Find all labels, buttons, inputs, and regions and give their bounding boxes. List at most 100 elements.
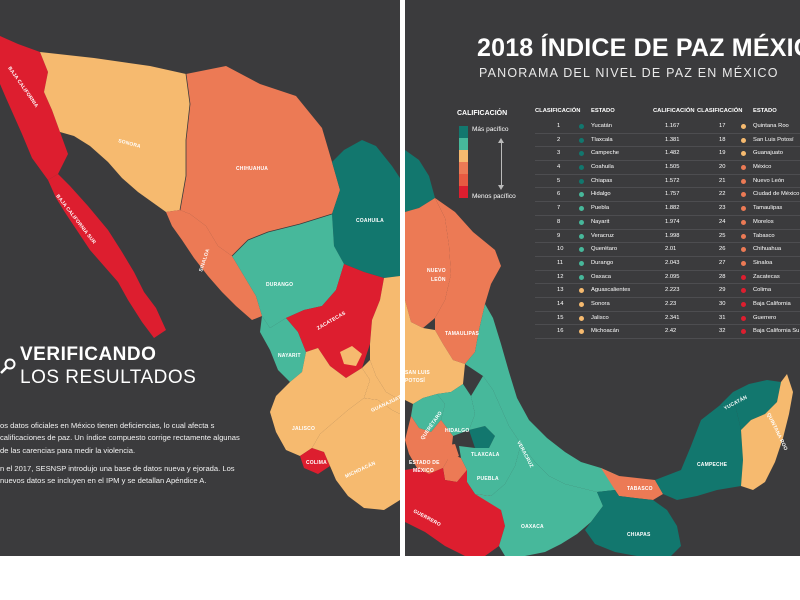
state-cell: Morelos	[753, 218, 774, 225]
state-cell: Puebla	[591, 205, 610, 212]
table-header: CLASIFICACIÓN ESTADO CALIFICACIÓN	[535, 108, 700, 120]
state-san-luis-potosi-left	[370, 276, 400, 400]
left-map: BAJA CALIFORNIA BAJA CALIFORNIA SUR SONO…	[0, 36, 400, 510]
state-queretaro	[411, 394, 445, 432]
state-nuevo-leon	[405, 198, 451, 328]
table-row: 29 Colima	[697, 284, 800, 298]
state-durango	[232, 214, 344, 328]
score-cell: 2.23	[665, 300, 677, 307]
map-label-puebla: PUEBLA	[477, 476, 499, 482]
rank-cell: 31	[719, 314, 726, 321]
legend-swatch-3	[459, 150, 468, 162]
state-cell: Baja California	[753, 300, 791, 307]
state-cell: Oaxaca	[591, 273, 611, 280]
rank-cell: 1	[557, 123, 561, 129]
rank-cell: 14	[557, 300, 564, 307]
rank-cell: 32	[719, 328, 726, 335]
ranking-table-1: CLASIFICACIÓN ESTADO CALIFICACIÓN 1 Yucat…	[535, 108, 700, 339]
map-label-estado-de-mexico-1: ESTADO DE	[409, 460, 440, 466]
table-row: 14 Sonora 2.23	[535, 298, 700, 312]
rank-cell: 28	[719, 273, 726, 280]
ranking-table-2: CLASIFICACIÓN ESTADO 17 Quintana Roo 18 San…	[697, 108, 800, 339]
level-color-dot	[579, 124, 584, 129]
state-quintana-roo	[741, 374, 793, 490]
state-cell: Veracruz	[591, 232, 614, 239]
state-cell: Aguascalientes	[591, 287, 631, 294]
table-row: 12 Oaxaca 2.095	[535, 271, 700, 285]
state-cell: San Luis Potosí	[753, 136, 794, 143]
map-label-sonora: SONORA	[117, 138, 141, 150]
rank-cell: 12	[557, 273, 564, 280]
page-title: 2018 ÍNDICE DE PAZ MÉXICO	[477, 34, 800, 62]
rank-cell: 27	[719, 259, 726, 266]
level-color-dot	[741, 274, 746, 280]
map-label-estado-de-mexico-2: MÉXICO	[413, 466, 434, 474]
legend-swatch-6	[459, 186, 468, 198]
level-color-dot	[579, 165, 584, 171]
page-subtitle: PANORAMA DEL NIVEL DE PAZ EN MÉXICO	[479, 66, 779, 80]
table-row: 8 Nayarit 1.974	[535, 216, 700, 230]
score-cell: 2.42	[665, 328, 677, 335]
rank-cell: 26	[719, 246, 726, 253]
table-rows: 17 Quintana Roo 18 San Luis Potosí 19 Guanaju…	[697, 120, 800, 339]
state-cell: Querétaro	[591, 246, 618, 253]
state-cell: Guerrero	[753, 314, 777, 321]
rank-cell: 23	[719, 205, 726, 212]
legend-color-bar	[459, 126, 468, 198]
map-label-chihuahua: CHIHUAHUA	[236, 166, 268, 172]
state-tamaulipas	[435, 198, 501, 364]
state-oaxaca	[475, 444, 603, 556]
legend-swatch-4	[459, 162, 468, 174]
level-color-dot	[579, 233, 584, 239]
score-cell: 2.01	[665, 246, 677, 253]
level-color-dot	[579, 274, 584, 280]
double-arrow-icon	[498, 138, 504, 190]
state-cell: Sinaloa	[753, 259, 773, 266]
right-map: NUEVO LEÓN TAMAULIPAS SAN LUIS POTOSÍ QU…	[405, 150, 793, 556]
map-label-nayarit: NAYARIT	[278, 353, 301, 359]
state-jalisco	[270, 348, 370, 456]
table-row: 31 Guerrero	[697, 312, 800, 326]
header-rank: CLASIFICACIÓN	[535, 108, 581, 114]
state-cell: Tabasco	[753, 232, 775, 239]
rank-cell: 5	[557, 177, 561, 184]
state-cell: Campeche	[591, 150, 620, 157]
state-coahuila-right	[405, 150, 435, 212]
state-cell: Coahuila	[591, 164, 614, 171]
table-row: 1 Yucatán 1.167	[535, 120, 700, 134]
map-label-campeche: CAMPECHE	[697, 462, 728, 468]
state-veracruz	[465, 304, 619, 492]
rank-cell: 22	[719, 191, 726, 198]
level-color-dot	[579, 288, 584, 294]
table-row: 3 Campeche 1.482	[535, 147, 700, 162]
table-row: 24 Morelos	[697, 216, 800, 230]
paragraph-2: n el 2017, SESNSP introdujo una base de …	[0, 464, 235, 486]
table-row: 26 Chihuahua	[697, 243, 800, 257]
rank-cell: 4	[557, 164, 561, 171]
table-row: 11 Durango 2.043	[535, 257, 700, 271]
table-rows: 1 Yucatán 1.167 2 Tlaxcala 1.381 3 Campeche 1.48…	[535, 120, 700, 339]
table-row: 18 San Luis Potosí	[697, 134, 800, 148]
header-rank: CLASIFICACIÓN	[697, 108, 743, 114]
map-label-nuevo-leon-2: LEÓN	[431, 275, 446, 283]
rank-cell: 20	[719, 164, 726, 171]
state-cell: Zacatecas	[753, 273, 780, 280]
state-cell: Baja California Su	[753, 328, 800, 335]
table-row: 32 Baja California Su	[697, 325, 800, 339]
map-label-durango: DURANGO	[266, 282, 293, 288]
legend-swatch-2	[459, 138, 468, 150]
state-tabasco	[601, 468, 663, 500]
rank-cell: 6	[557, 191, 561, 198]
state-sonora	[40, 52, 190, 212]
level-color-dot	[741, 260, 746, 266]
legend-swatch-1	[459, 126, 468, 138]
table-row: 28 Zacatecas	[697, 271, 800, 285]
score-cell: 2.043	[665, 259, 680, 266]
level-color-dot	[579, 206, 584, 212]
legend-title: CALIFICACIÓN	[457, 110, 508, 117]
level-color-dot	[741, 329, 746, 335]
state-nayarit	[260, 316, 306, 382]
state-cell: Sonora	[591, 300, 610, 307]
rank-cell: 29	[719, 287, 726, 294]
state-sinaloa	[166, 210, 262, 320]
